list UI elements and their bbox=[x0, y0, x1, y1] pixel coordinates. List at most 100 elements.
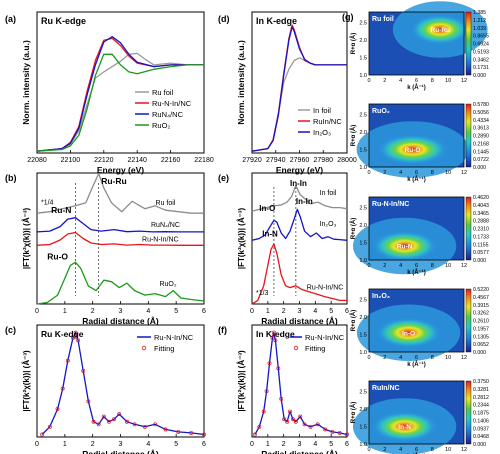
colorbar-tick-label: 0.3462 bbox=[473, 57, 489, 63]
y-tick-label-g: 1.5 bbox=[359, 241, 367, 247]
x-tick-label-g: 8 bbox=[431, 447, 434, 453]
x-tick-label-a: 22160 bbox=[161, 157, 181, 164]
fit-point bbox=[345, 432, 349, 437]
fit-point bbox=[91, 419, 96, 424]
x-tick-label-g: 12 bbox=[461, 355, 467, 361]
x-tick-label-g: 4 bbox=[399, 170, 402, 176]
x-tick-label-g: 0 bbox=[367, 355, 370, 361]
x-tick-label-g: 4 bbox=[399, 447, 402, 453]
peak-label-e: In-In bbox=[296, 197, 313, 206]
y-tick-label-g: 2.5 bbox=[359, 21, 367, 27]
legend-entry-c: Ru-N-In/NC bbox=[154, 333, 194, 342]
fit-point bbox=[163, 427, 168, 432]
edge-label-c: Ru K-edge bbox=[41, 329, 84, 339]
fit-point bbox=[132, 422, 137, 427]
fit-point bbox=[267, 361, 272, 366]
x-tick-label-g: 0 bbox=[367, 447, 370, 453]
y-axis-label-g: R+α (Å) bbox=[350, 33, 357, 55]
colorbar bbox=[465, 103, 472, 168]
y-tick-label-g: 1.0 bbox=[359, 442, 367, 448]
x-tick-label-f: 2 bbox=[282, 441, 286, 448]
y-axis-label-g: R+α (Å) bbox=[350, 125, 357, 147]
x-tick-label-g: 8 bbox=[431, 355, 434, 361]
y-tick-label-g: 1.0 bbox=[359, 350, 367, 356]
x-tick-label-a: 22120 bbox=[94, 157, 114, 164]
series-line-a-0 bbox=[36, 52, 204, 152]
x-tick-label-f: 3 bbox=[298, 441, 302, 448]
colorbar-tick-label: 0.5220 bbox=[473, 287, 489, 293]
fit-point bbox=[323, 427, 328, 432]
fit-point bbox=[176, 429, 181, 434]
colorbar-tick-label: 0.4334 bbox=[473, 118, 489, 124]
series-line-e-1 bbox=[251, 208, 348, 241]
fit-point bbox=[293, 419, 298, 424]
fit-point bbox=[273, 338, 278, 343]
x-tick-label-g: 10 bbox=[445, 78, 451, 84]
panel-letter-c: (c) bbox=[5, 325, 16, 335]
y-tick-label-g: 1.5 bbox=[359, 333, 367, 339]
heatmap-peak bbox=[377, 134, 448, 165]
fit-point bbox=[86, 399, 91, 404]
heatmap-frame bbox=[368, 11, 465, 76]
panel-letter-f: (f) bbox=[218, 325, 227, 335]
peak-label-b: Ru-N bbox=[51, 205, 71, 215]
peak-label-e: In-O bbox=[259, 204, 275, 213]
heatmap-title: In₂O₃ bbox=[372, 293, 390, 300]
y-tick-label-g: 2.0 bbox=[359, 130, 367, 136]
x-tick-label-g: 10 bbox=[445, 355, 451, 361]
y-tick-label-g: 1.5 bbox=[359, 148, 367, 154]
edge-label-d: In K-edge bbox=[256, 16, 297, 26]
fit-point bbox=[290, 417, 295, 422]
colorbar-tick-label: 0.1875 bbox=[473, 411, 489, 417]
x-tick-label-g: 6 bbox=[415, 78, 418, 84]
colorbar-tick-label: 0.0937 bbox=[473, 426, 489, 432]
panel-letter-a: (a) bbox=[5, 14, 16, 24]
panel-letter-d: (d) bbox=[218, 14, 230, 24]
x-tick-label-d: 27980 bbox=[314, 157, 334, 164]
colorbar bbox=[465, 288, 472, 353]
fit-point bbox=[142, 424, 147, 429]
colorbar-tick-label: 0.000 bbox=[473, 442, 486, 448]
legend-entry-f: Fitting bbox=[305, 344, 325, 353]
fit-point bbox=[257, 424, 262, 429]
heatmap-title: RuIn/NC bbox=[372, 385, 400, 392]
x-tick-label-a: 22080 bbox=[27, 157, 47, 164]
x-tick-label-b: 5 bbox=[174, 308, 178, 315]
x-tick-label-d: 27940 bbox=[266, 157, 286, 164]
heatmap-frame bbox=[368, 380, 465, 445]
x-tick-label-g: 12 bbox=[461, 78, 467, 84]
fit-point bbox=[270, 335, 275, 340]
fit-point bbox=[315, 422, 320, 427]
colorbar-tick-label: 0.5193 bbox=[473, 49, 489, 55]
x-tick-label-g: 2 bbox=[383, 447, 386, 453]
colorbar-tick-label: 0.1155 bbox=[473, 242, 489, 248]
x-tick-label-b: 1 bbox=[63, 308, 67, 315]
colorbar-tick-label: 0.1733 bbox=[473, 234, 489, 240]
colorbar-tick-label: 0.1305 bbox=[473, 334, 489, 340]
panel-letter-b: (b) bbox=[5, 173, 17, 183]
legend-entry-d: RuIn/NC bbox=[313, 117, 342, 126]
x-tick-label-g: 0 bbox=[367, 263, 370, 269]
y-axis-label-b: |FT(k²χ(k))| (Å⁻³) bbox=[22, 208, 31, 270]
fit-point bbox=[65, 358, 70, 363]
colorbar bbox=[465, 380, 472, 445]
colorbar-tick-label: 0.2888 bbox=[473, 219, 489, 225]
colorbar-tick-label: 0.1406 bbox=[473, 418, 489, 424]
fit-point bbox=[81, 368, 86, 373]
heatmap-peak-label: In-O bbox=[402, 330, 415, 337]
colorbar-tick-label: 0.000 bbox=[473, 73, 486, 79]
x-tick-label-g: 8 bbox=[431, 263, 434, 269]
y-axis-label-g: R+α (Å) bbox=[350, 310, 357, 332]
x-tick-label-e: 4 bbox=[313, 308, 317, 315]
heatmap-peak-label: In-N bbox=[398, 424, 411, 431]
colorbar-tick-label: 0.4043 bbox=[473, 203, 489, 209]
fit-point bbox=[117, 412, 122, 417]
y-tick-label-g: 1.0 bbox=[359, 258, 367, 264]
colorbar bbox=[465, 11, 472, 76]
x-axis-label-e: Radial distance (Å) bbox=[261, 316, 338, 326]
x-tick-label-c: 0 bbox=[35, 441, 39, 448]
x-tick-label-g: 6 bbox=[415, 355, 418, 361]
fit-point bbox=[302, 422, 307, 427]
heatmap-frame bbox=[368, 288, 465, 353]
x-tick-label-a: 22180 bbox=[194, 157, 214, 164]
